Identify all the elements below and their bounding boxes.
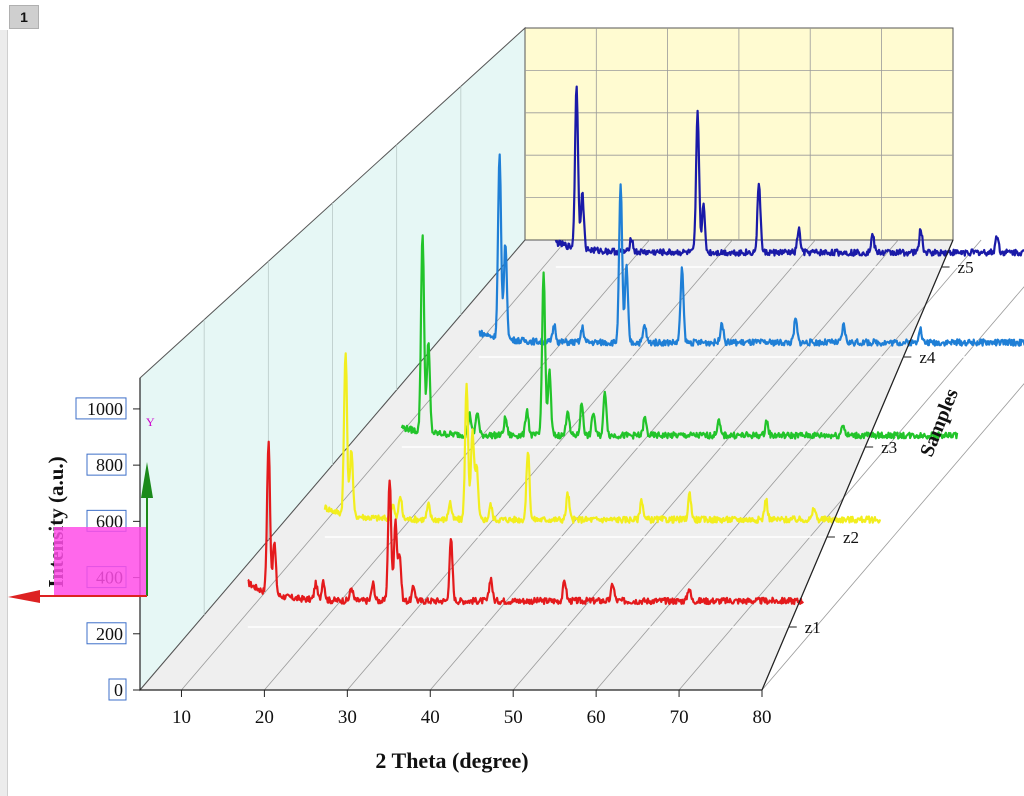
y-tick-label-box[interactable] bbox=[86, 453, 127, 476]
gizmo-x-arrow-icon[interactable] bbox=[8, 590, 40, 603]
sample-label-z3: z3 bbox=[881, 438, 897, 457]
sample-label-z5: z5 bbox=[958, 258, 974, 277]
gizmo-y-arrow-icon[interactable] bbox=[141, 462, 153, 498]
series-line-z1 bbox=[247, 440, 805, 606]
y-tick-label-box[interactable] bbox=[75, 397, 127, 420]
series-line-z4 bbox=[478, 153, 1024, 347]
sample-label-z1: z1 bbox=[805, 618, 821, 637]
y-tick-label: 800 bbox=[96, 455, 123, 475]
floor-gridline bbox=[761, 383, 1024, 691]
sample-label-z4: z4 bbox=[919, 348, 936, 367]
floor-gridline bbox=[347, 239, 733, 691]
sample-label-z2: z2 bbox=[843, 528, 859, 547]
x-axis-label: 2 Theta (degree) bbox=[375, 748, 528, 773]
x-tick-label: 70 bbox=[670, 707, 689, 728]
floor-gridline bbox=[429, 239, 816, 691]
floor-gridline bbox=[264, 239, 650, 691]
y-tick-label: 1000 bbox=[87, 399, 123, 419]
gizmo-y-label: Y bbox=[146, 415, 155, 429]
x-tick-label: 80 bbox=[753, 707, 772, 728]
wall-gridlines bbox=[203, 28, 953, 615]
floor-gridlines bbox=[181, 239, 1024, 691]
floor-gridline bbox=[678, 286, 1024, 691]
gizmo-selection-box[interactable] bbox=[54, 527, 148, 595]
x-tick-label: 30 bbox=[338, 707, 357, 728]
floor-gridline bbox=[512, 239, 899, 691]
floor-gridline bbox=[595, 239, 982, 691]
z-axis-label: Samples bbox=[916, 385, 963, 459]
x-tick-label: 10 bbox=[172, 707, 191, 728]
y-tick-label-box[interactable] bbox=[108, 678, 127, 701]
x-tick-label: 60 bbox=[587, 707, 606, 728]
x-tick-label: 20 bbox=[255, 707, 274, 728]
y-tick-label: 0 bbox=[114, 680, 123, 700]
y-tick-label: 600 bbox=[96, 511, 123, 531]
rotation-gizmo[interactable]: Y bbox=[8, 415, 155, 603]
floor-gridline bbox=[181, 239, 567, 691]
y-tick-label: 200 bbox=[96, 624, 123, 644]
x-tick-label: 40 bbox=[421, 707, 440, 728]
z-axis-line bbox=[761, 239, 954, 691]
window-tab-label[interactable]: 1 bbox=[9, 5, 39, 29]
series-line-z3 bbox=[400, 234, 959, 440]
x-tick-label: 50 bbox=[504, 707, 523, 728]
series-line-z5 bbox=[554, 85, 1024, 257]
series-line-z2 bbox=[323, 352, 882, 524]
y-tick-label-box[interactable] bbox=[86, 622, 127, 645]
window-left-border bbox=[0, 30, 8, 796]
axes-layer: 102030405060708002004006008001000z1z2z3z… bbox=[75, 239, 974, 728]
